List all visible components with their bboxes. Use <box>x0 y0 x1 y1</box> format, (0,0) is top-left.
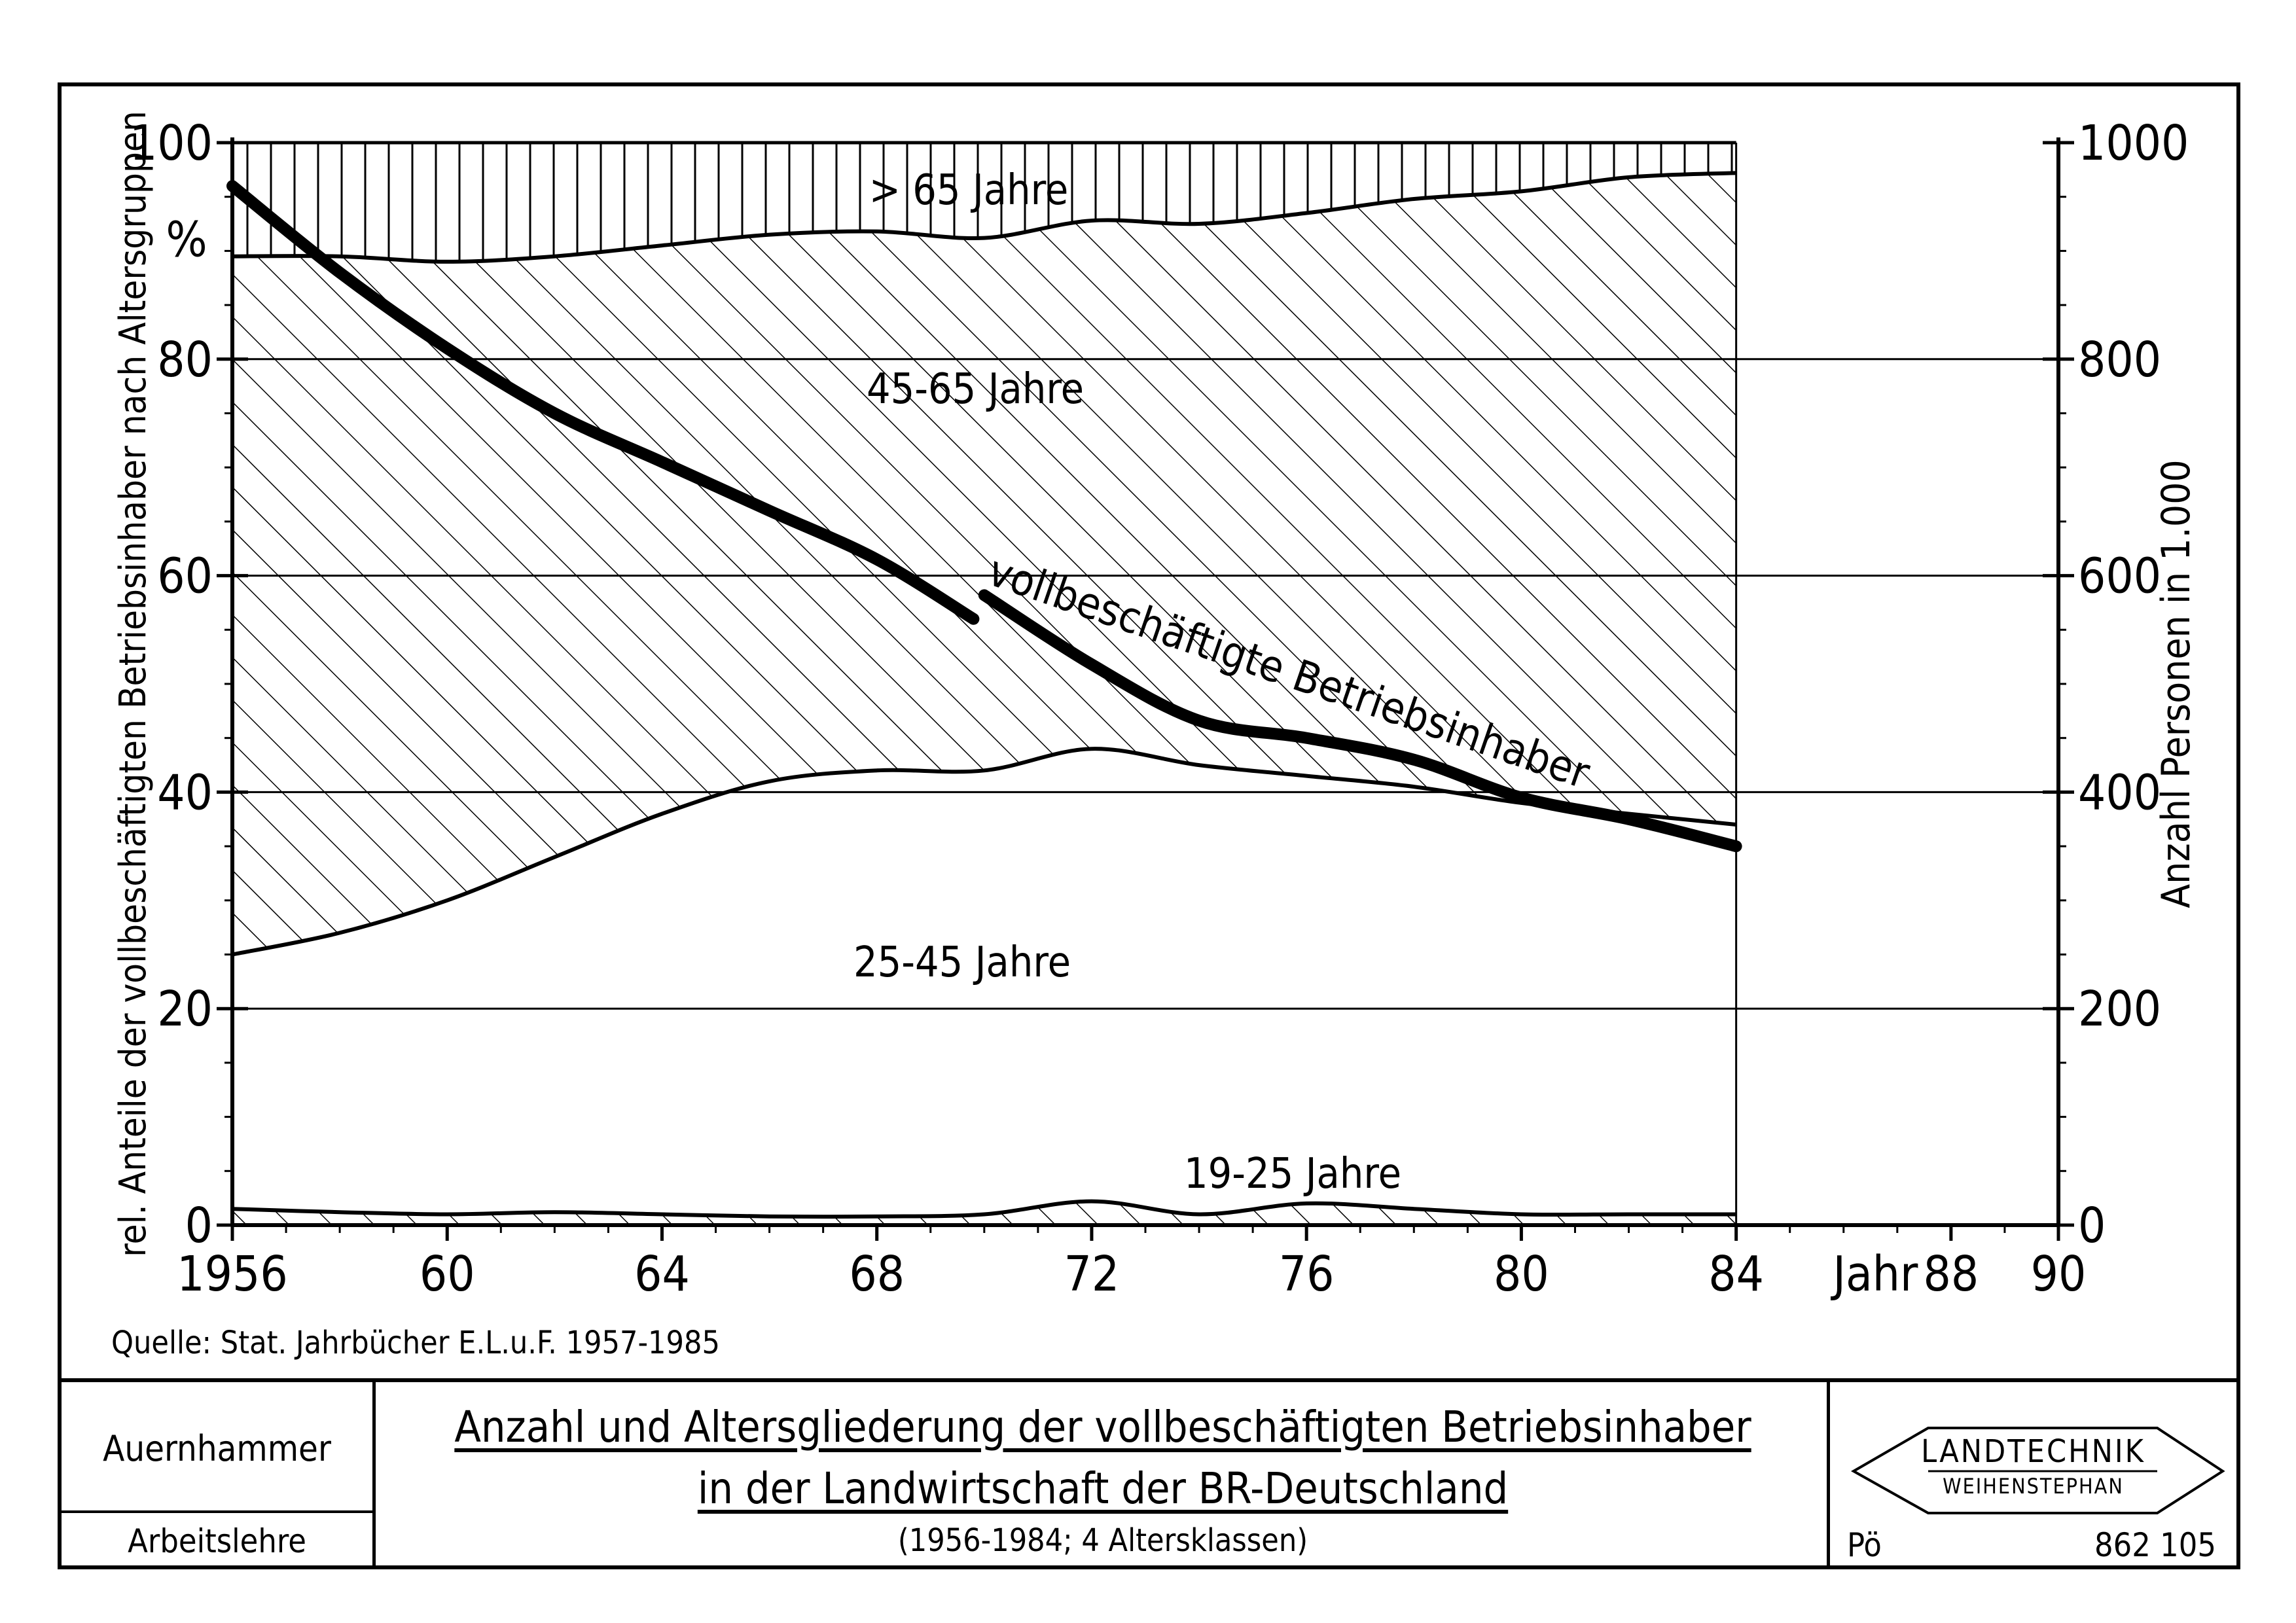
author-name: Auernhammer <box>103 1428 331 1469</box>
x-tick-label-60: 60 <box>420 1246 475 1302</box>
x-tick-label-80: 80 <box>1494 1246 1549 1302</box>
logo-line1: LANDTECHNIK <box>1921 1433 2145 1470</box>
source-note: Quelle: Stat. Jahrbücher E.L.u.F. 1957-1… <box>111 1325 720 1361</box>
y-left-tick-label-100: 100 <box>130 115 213 171</box>
title-block-center: Anzahl und Altersgliederung der vollbesc… <box>376 1382 1830 1569</box>
drawing-frame <box>58 82 2240 1569</box>
x-axis-title: Jahr <box>1830 1246 1918 1302</box>
x-tick-label-68: 68 <box>849 1246 905 1302</box>
y-left-tick-label-60: 60 <box>157 548 213 605</box>
x-tick-label-88: 88 <box>1924 1246 1979 1302</box>
drawing-number: 862 105 <box>2094 1526 2216 1564</box>
y-left-unit: % <box>166 212 207 268</box>
y-right-tick-label-200: 200 <box>2078 981 2161 1037</box>
total-owners-line-part2 <box>978 589 1742 853</box>
y-left-tick-label-20: 20 <box>157 981 213 1037</box>
x-tick-label-72: 72 <box>1064 1246 1120 1302</box>
title-block-right: LANDTECHNIK WEIHENSTEPHAN Pö 862 105 <box>1830 1382 2236 1569</box>
logo-line2: WEIHENSTEPHAN <box>1943 1474 2124 1499</box>
drawing-title-line1: Anzahl und Altersgliederung der vollbesc… <box>454 1402 1751 1452</box>
label-25-45: 25-45 Jahre <box>853 938 1071 987</box>
y-right-tick-label-600: 600 <box>2078 548 2161 605</box>
label-45-65: 45-65 Jahre <box>867 365 1084 414</box>
y-right-tick-label-0: 0 <box>2078 1198 2106 1254</box>
band-25-45 <box>232 749 1736 1217</box>
y-right-tick-label-400: 400 <box>2078 764 2161 821</box>
y-right-tick-label-1000: 1000 <box>2078 115 2189 171</box>
x-tick-label-1956: 1956 <box>177 1246 287 1302</box>
boundary-25-45 <box>232 747 1736 957</box>
x-tick-label-90: 90 <box>2031 1246 2087 1302</box>
initials: Pö <box>1847 1526 1882 1564</box>
y-left-tick-label-40: 40 <box>157 764 213 821</box>
y-left-tick-label-80: 80 <box>157 332 213 388</box>
y-left-axis-title: rel. Anteile der vollbeschäftigten Betri… <box>112 111 154 1257</box>
y-right-tick-label-800: 800 <box>2078 332 2161 388</box>
label-over-65: > 65 Jahre <box>869 166 1069 215</box>
band-45-65 <box>232 173 1736 955</box>
y-left-tick-label-0: 0 <box>185 1198 213 1254</box>
x-tick-label-76: 76 <box>1279 1246 1335 1302</box>
author-cell: Auernhammer <box>62 1382 372 1513</box>
label-19-25: 19-25 Jahre <box>1184 1150 1401 1198</box>
department-name: Arbeitslehre <box>128 1522 306 1560</box>
total-owners-line-part1 <box>226 180 980 625</box>
band-over-65 <box>232 143 1736 262</box>
y-right-axis-title: Anzahl Personen in 1.000 <box>2153 459 2199 908</box>
boundary-45-65 <box>232 171 1736 264</box>
title-block: Auernhammer Arbeitslehre Anzahl und Alte… <box>62 1378 2236 1569</box>
title-block-left: Auernhammer Arbeitslehre <box>62 1382 376 1569</box>
drawing-subtitle: (1956-1984; 4 Altersklassen) <box>897 1522 1308 1559</box>
band-19-25 <box>232 1201 1736 1225</box>
logo-hexagon <box>1850 1427 2225 1514</box>
x-tick-label-84: 84 <box>1708 1246 1764 1302</box>
drawing-title-line2: in der Landwirtschaft der BR-Deutschland <box>697 1463 1509 1514</box>
boundary-19-25 <box>232 1199 1736 1219</box>
x-tick-label-64: 64 <box>634 1246 690 1302</box>
